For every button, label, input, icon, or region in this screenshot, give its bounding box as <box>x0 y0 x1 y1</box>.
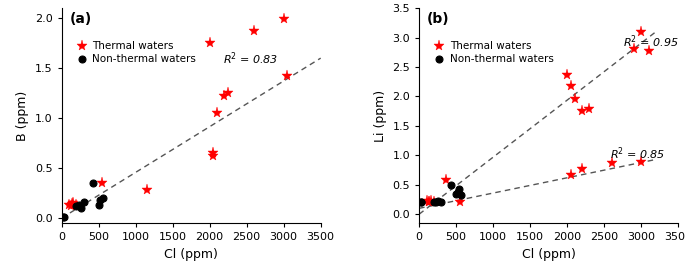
Non-thermal waters <box>416 200 425 203</box>
Non-thermal waters <box>77 206 85 210</box>
Thermal waters <box>209 154 217 158</box>
Thermal waters <box>209 152 217 155</box>
Non-thermal waters <box>73 205 81 208</box>
Legend: Thermal waters, Non-thermal waters: Thermal waters, Non-thermal waters <box>432 39 556 66</box>
Text: (a): (a) <box>69 13 92 26</box>
Line: Non-thermal waters: Non-thermal waters <box>417 181 464 206</box>
Non-thermal waters <box>437 201 445 204</box>
Thermal waters <box>630 48 638 51</box>
Line: Thermal waters: Thermal waters <box>562 26 654 117</box>
Line: Non-thermal waters: Non-thermal waters <box>60 180 107 221</box>
Legend: Thermal waters, Non-thermal waters: Thermal waters, Non-thermal waters <box>75 39 198 66</box>
Non-thermal waters <box>60 215 68 219</box>
Thermal waters <box>73 203 81 207</box>
Non-thermal waters <box>417 200 425 203</box>
Thermal waters <box>224 91 232 95</box>
Thermal waters <box>578 110 586 113</box>
Thermal waters <box>571 97 579 100</box>
Thermal waters <box>142 188 151 192</box>
Non-thermal waters <box>452 192 460 195</box>
Thermal waters <box>221 94 229 98</box>
Thermal waters <box>69 202 77 205</box>
Non-thermal waters <box>59 215 67 219</box>
Thermal waters <box>284 75 292 78</box>
Y-axis label: Li (ppm): Li (ppm) <box>374 89 387 142</box>
Non-thermal waters <box>95 203 103 207</box>
Thermal waters <box>279 17 288 21</box>
Thermal waters <box>250 30 258 33</box>
Text: R$^2$ = 0.95: R$^2$ = 0.95 <box>623 33 678 50</box>
Non-thermal waters <box>429 200 438 203</box>
Non-thermal waters <box>96 198 104 202</box>
Thermal waters <box>65 203 73 207</box>
Thermal waters <box>645 49 653 52</box>
Thermal waters <box>206 42 214 45</box>
X-axis label: Cl (ppm): Cl (ppm) <box>522 248 575 261</box>
Non-thermal waters <box>455 188 463 191</box>
Thermal waters <box>68 202 76 206</box>
Text: R$^2$ = 0.83: R$^2$ = 0.83 <box>223 50 278 67</box>
Thermal waters <box>637 30 645 33</box>
Text: R$^2$ = 0.85: R$^2$ = 0.85 <box>610 145 665 162</box>
Thermal waters <box>585 108 593 111</box>
Non-thermal waters <box>79 200 88 204</box>
Thermal waters <box>566 84 575 88</box>
Non-thermal waters <box>99 196 108 200</box>
Thermal waters <box>213 112 221 115</box>
Y-axis label: B (ppm): B (ppm) <box>16 91 29 141</box>
Non-thermal waters <box>456 193 464 196</box>
Non-thermal waters <box>75 203 83 207</box>
Non-thermal waters <box>434 200 443 203</box>
Thermal waters <box>563 73 571 76</box>
X-axis label: Cl (ppm): Cl (ppm) <box>164 248 218 261</box>
Non-thermal waters <box>447 183 455 186</box>
Non-thermal waters <box>89 181 97 185</box>
Thermal waters <box>67 205 75 208</box>
Line: Thermal waters: Thermal waters <box>64 14 293 212</box>
Text: (b): (b) <box>427 13 449 26</box>
Thermal waters <box>98 181 106 185</box>
Non-thermal waters <box>453 190 462 193</box>
Non-thermal waters <box>432 201 440 204</box>
